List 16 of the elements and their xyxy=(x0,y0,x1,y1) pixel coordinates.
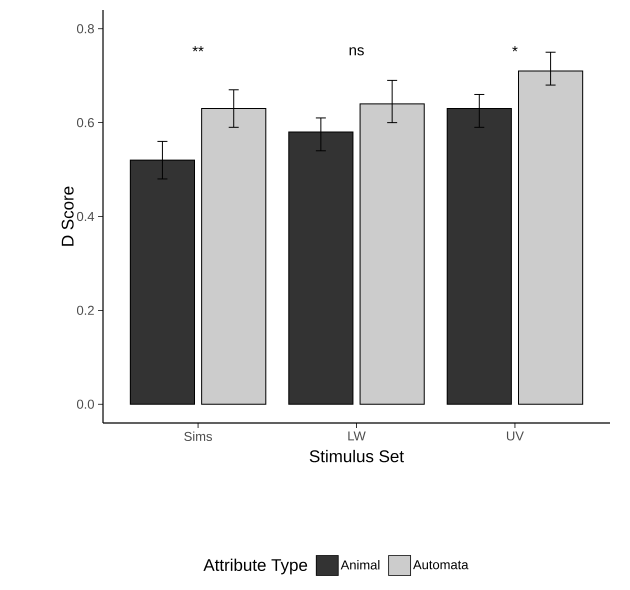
legend-label: Automata xyxy=(413,560,468,570)
x-tick-label: LW xyxy=(348,432,366,440)
annotation: * xyxy=(512,46,518,52)
annotation: ns xyxy=(350,47,364,56)
x-tick-label: UV xyxy=(506,432,524,441)
x-tick-label: Sims xyxy=(184,432,212,442)
y-tick-label: 0.0 xyxy=(76,400,94,409)
legend-label: Animal xyxy=(340,560,380,570)
legend-title: Attribute Type xyxy=(203,558,308,574)
y-tick-label: 0.8 xyxy=(76,24,94,34)
y-axis-title: D Score xyxy=(62,186,74,246)
y-tick-label: 0.2 xyxy=(76,306,94,315)
annotation: ** xyxy=(192,46,204,52)
y-tick-label: 0.4 xyxy=(76,212,94,222)
y-tick-label: 0.6 xyxy=(76,118,94,128)
x-axis-title: Stimulus Set xyxy=(310,450,404,462)
